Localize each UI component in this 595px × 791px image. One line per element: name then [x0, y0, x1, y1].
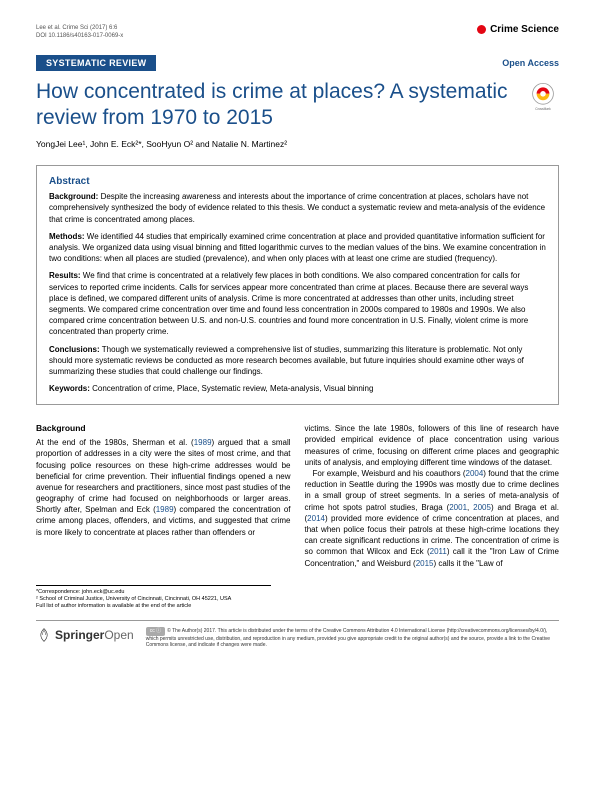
- body-para-3: For example, Weisburd and his coauthors …: [305, 468, 560, 569]
- publisher-suffix: Open: [104, 628, 133, 642]
- abstract-methods: Methods: We identified 44 studies that e…: [49, 231, 546, 265]
- body-para-2: victims. Since the late 1980s, followers…: [305, 423, 560, 468]
- background-label: Background:: [49, 192, 98, 201]
- body-columns: Background At the end of the 1980s, Sher…: [36, 423, 559, 568]
- journal-brand: Crime Science: [477, 24, 559, 35]
- abstract-heading: Abstract: [49, 176, 546, 187]
- cc-badge-icon: cc ⓘ: [146, 627, 165, 636]
- ref-1989a[interactable]: 1989: [194, 438, 212, 447]
- ref-2014[interactable]: 2014: [307, 514, 325, 523]
- ref-2004[interactable]: 2004: [466, 469, 484, 478]
- citation-block: Lee et al. Crime Sci (2017) 6:6 DOI 10.1…: [36, 24, 123, 41]
- journal-name: Crime Science: [490, 24, 559, 35]
- abstract-conclusions: Conclusions: Though we systematically re…: [49, 344, 546, 378]
- background-heading: Background: [36, 423, 291, 435]
- abstract-results: Results: We find that crime is concentra…: [49, 270, 546, 337]
- abstract-background: Background: Despite the increasing aware…: [49, 191, 546, 225]
- keywords-label: Keywords:: [49, 384, 90, 393]
- affiliation-line: ² School of Criminal Justice, University…: [36, 596, 271, 603]
- conclusions-label: Conclusions:: [49, 345, 100, 354]
- body-para-1: At the end of the 1980s, Sherman et al. …: [36, 437, 291, 538]
- ref-2005[interactable]: 2005: [473, 503, 491, 512]
- abstract-keywords: Keywords: Concentration of crime, Place,…: [49, 383, 546, 394]
- ref-2001[interactable]: 2001: [449, 503, 467, 512]
- methods-label: Methods:: [49, 232, 85, 241]
- article-category: SYSTEMATIC REVIEW: [36, 55, 156, 71]
- license-text: © The Author(s) 2017. This article is di…: [146, 628, 550, 648]
- authors-line: YongJei Lee¹, John E. Eck²*, SooHyun O² …: [36, 139, 559, 149]
- column-right: victims. Since the late 1980s, followers…: [305, 423, 560, 568]
- results-label: Results:: [49, 271, 81, 280]
- open-access-label: Open Access: [502, 58, 559, 68]
- abstract-box: Abstract Background: Despite the increas…: [36, 165, 559, 405]
- methods-text: We identified 44 studies that empiricall…: [49, 232, 546, 263]
- footnote-block: *Correspondence: john.eck@uc.edu ² Schoo…: [36, 585, 271, 610]
- conclusions-text: Though we systematically reviewed a comp…: [49, 345, 524, 376]
- category-bar: SYSTEMATIC REVIEW Open Access: [36, 55, 559, 71]
- publisher-logo: SpringerOpen: [36, 627, 134, 643]
- crossmark-label: CrossMark: [535, 107, 551, 111]
- results-text: We find that crime is concentrated at a …: [49, 271, 528, 336]
- footer-row: SpringerOpen cc ⓘ© The Author(s) 2017. T…: [36, 620, 559, 649]
- publisher-text: SpringerOpen: [55, 628, 134, 642]
- running-header: Lee et al. Crime Sci (2017) 6:6 DOI 10.1…: [36, 24, 559, 41]
- title-row: How concentrated is crime at places? A s…: [36, 79, 559, 132]
- publisher-name: Springer: [55, 628, 104, 642]
- crossmark-icon[interactable]: CrossMark: [527, 81, 559, 113]
- doi-text: DOI 10.1186/s40163-017-0069-x: [36, 32, 123, 40]
- page-container: Lee et al. Crime Sci (2017) 6:6 DOI 10.1…: [0, 0, 595, 669]
- ref-1989b[interactable]: 1989: [156, 505, 174, 514]
- ref-2011[interactable]: 2011: [430, 547, 447, 556]
- keywords-text: Concentration of crime, Place, Systemati…: [90, 384, 374, 393]
- full-list-line: Full list of author information is avail…: [36, 603, 271, 610]
- license-block: cc ⓘ© The Author(s) 2017. This article i…: [146, 627, 559, 649]
- background-text: Despite the increasing awareness and int…: [49, 192, 545, 223]
- column-left: Background At the end of the 1980s, Sher…: [36, 423, 291, 568]
- journal-dot-icon: [477, 25, 486, 34]
- ref-2015[interactable]: 2015: [416, 559, 434, 568]
- springer-icon: [36, 627, 52, 643]
- article-title: How concentrated is crime at places? A s…: [36, 79, 519, 132]
- correspondence-line: *Correspondence: john.eck@uc.edu: [36, 589, 271, 596]
- citation-text: Lee et al. Crime Sci (2017) 6:6: [36, 24, 123, 32]
